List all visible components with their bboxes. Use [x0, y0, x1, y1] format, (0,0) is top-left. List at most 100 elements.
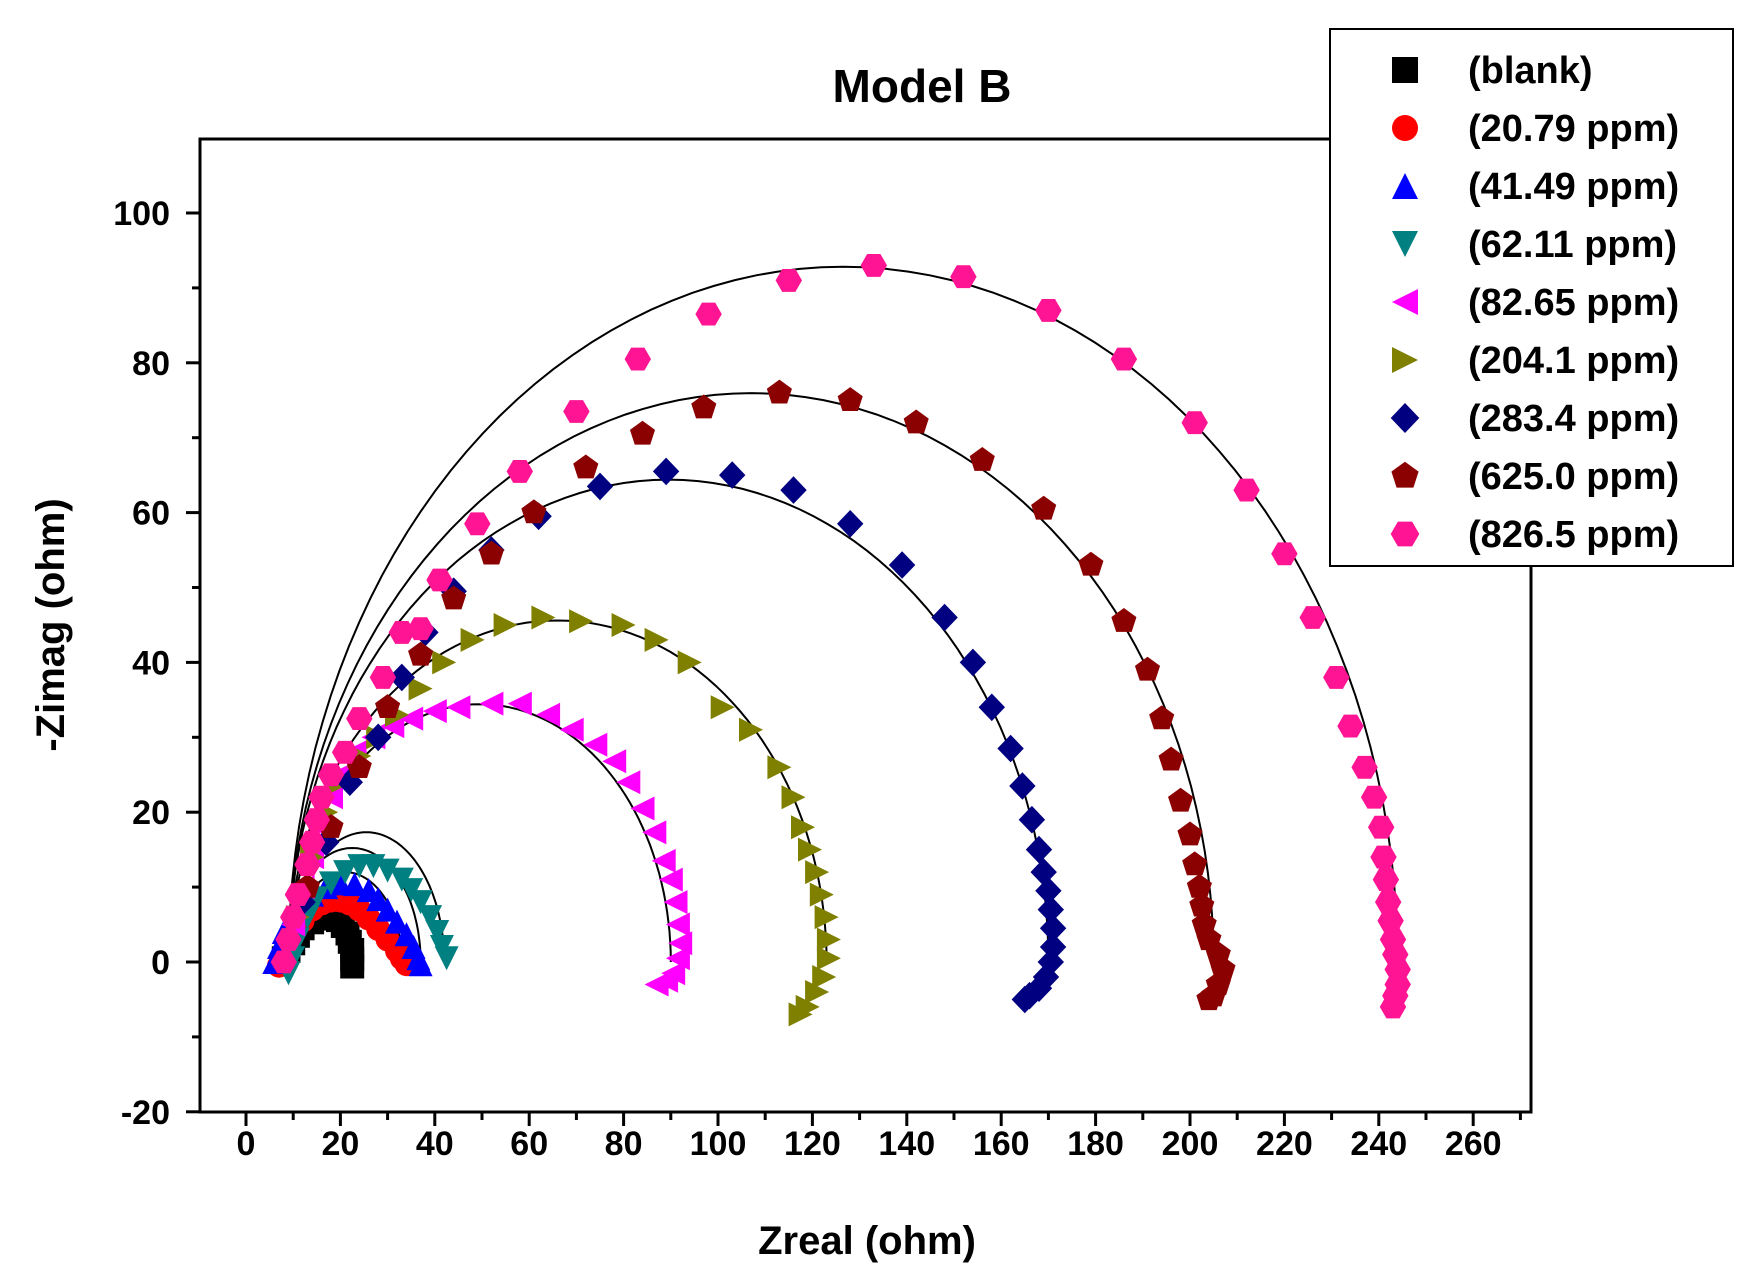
data-point	[346, 707, 373, 731]
data-point	[1025, 835, 1053, 864]
data-point	[969, 447, 995, 471]
data-point	[1158, 746, 1184, 771]
data-point	[434, 946, 459, 971]
legend-marker-6	[1390, 403, 1420, 433]
data-point	[1299, 606, 1326, 629]
data-point	[997, 734, 1024, 763]
data-point	[1182, 851, 1208, 876]
y-tick-label: 40	[132, 644, 170, 682]
legend-label-4: (82.65 ppm)	[1468, 282, 1679, 324]
legend-label-2: (41.49 ppm)	[1468, 166, 1679, 208]
x-tick-label: 20	[321, 1125, 359, 1163]
data-point	[1323, 665, 1350, 689]
data-point	[284, 883, 312, 907]
data-point	[652, 457, 680, 486]
data-point	[559, 717, 584, 742]
data-point	[710, 695, 735, 720]
data-point	[812, 965, 837, 989]
data-point	[644, 972, 669, 997]
data-point	[624, 347, 651, 371]
legend-marker-7	[1391, 461, 1419, 488]
data-point	[408, 890, 433, 915]
data-point	[805, 860, 830, 885]
legend-label-0: (blank)	[1468, 50, 1593, 92]
x-tick-label: 80	[605, 1125, 643, 1163]
series-7	[294, 379, 1236, 1011]
legend: (blank) (20.79 ppm) (41.49 ppm) (62.11 ppm)…	[1329, 28, 1734, 567]
data-point	[1271, 542, 1298, 566]
data-point	[460, 627, 485, 652]
fit-line	[287, 265, 1399, 963]
chart-title: Model B	[833, 60, 1012, 112]
x-tick-label: 100	[690, 1125, 747, 1163]
data-point	[407, 617, 434, 641]
data-point	[816, 946, 841, 971]
data-point	[506, 459, 533, 483]
data-point	[298, 830, 326, 854]
x-tick-label: 140	[878, 1125, 935, 1163]
data-point	[788, 1002, 813, 1027]
legend-label-3: (62.11 ppm)	[1468, 224, 1677, 266]
data-point	[611, 613, 636, 637]
data-point	[408, 641, 434, 666]
x-axis-title: Zreal (ohm)	[758, 1219, 976, 1263]
data-point	[464, 512, 491, 536]
x-tick-label: 40	[416, 1125, 454, 1163]
data-point	[791, 815, 815, 840]
legend-marker-5	[1392, 347, 1418, 373]
data-point	[798, 837, 822, 862]
data-point	[531, 605, 556, 630]
data-point	[616, 770, 641, 795]
legend-marker-3	[1392, 231, 1418, 257]
y-axis-title: -Zimag (ohm)	[29, 498, 73, 751]
legend-marker-0	[1392, 57, 1418, 83]
data-point	[888, 551, 916, 579]
x-tick-label: 120	[784, 1125, 841, 1163]
data-point	[388, 620, 415, 644]
data-point	[644, 627, 669, 652]
data-point	[399, 706, 424, 731]
data-point	[1110, 347, 1138, 371]
data-point	[1370, 845, 1397, 869]
data-point	[658, 867, 683, 892]
legend-marker-8	[1390, 521, 1420, 547]
data-point	[1011, 985, 1038, 1014]
plot-frame	[198, 137, 1533, 1114]
data-point	[1031, 495, 1057, 520]
data-point	[629, 420, 656, 445]
data-point	[369, 665, 397, 689]
legend-label-5: (204.1 ppm)	[1468, 340, 1679, 382]
data-point	[959, 648, 987, 677]
data-point	[507, 691, 532, 716]
data-point	[375, 694, 401, 718]
data-point	[1233, 478, 1260, 502]
data-point	[766, 379, 792, 404]
data-point	[1377, 909, 1404, 933]
data-point	[1181, 411, 1208, 435]
data-point	[270, 950, 297, 974]
data-point	[446, 695, 471, 720]
data-point	[1379, 995, 1407, 1019]
data-point	[294, 853, 321, 877]
data-point	[739, 717, 763, 742]
data-point	[775, 268, 802, 292]
data-point	[814, 905, 839, 930]
data-point	[478, 540, 504, 565]
x-tick-label: 60	[510, 1125, 548, 1163]
data-point	[1078, 551, 1104, 576]
x-tick-label: 220	[1256, 1125, 1313, 1163]
data-point	[375, 858, 400, 883]
data-point	[432, 650, 457, 675]
data-point	[651, 848, 676, 873]
fit-line	[287, 392, 1215, 963]
data-point	[303, 808, 330, 832]
data-point	[1168, 787, 1194, 812]
data-point	[1196, 986, 1222, 1011]
data-point	[602, 749, 627, 774]
data-point	[1372, 868, 1400, 892]
data-point	[365, 723, 392, 752]
data-point	[1134, 656, 1161, 681]
x-tick-label: 200	[1162, 1125, 1219, 1163]
data-point	[275, 928, 302, 951]
